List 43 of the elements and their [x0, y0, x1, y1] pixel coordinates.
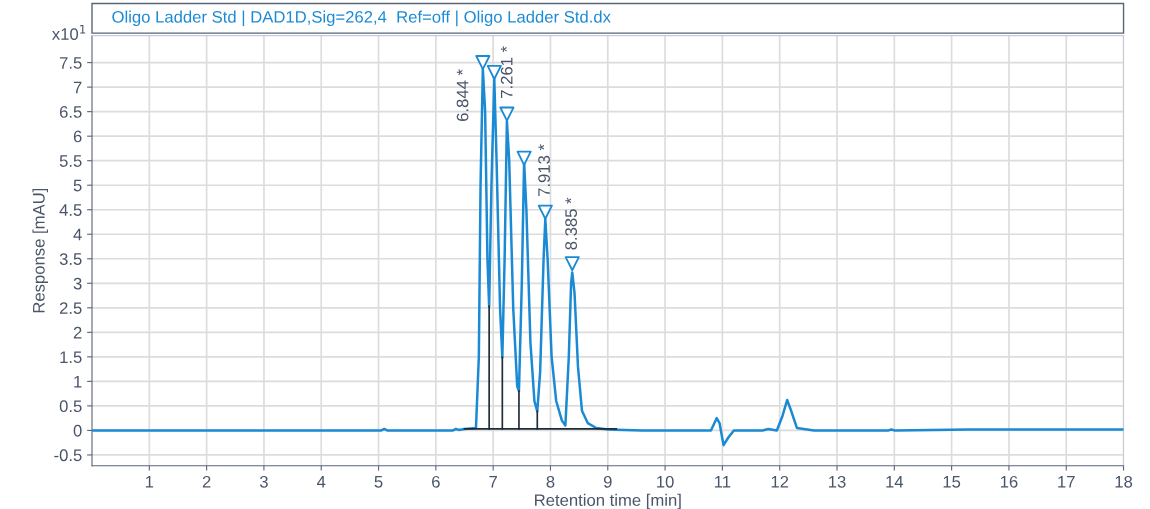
y-tick-label: 7 [73, 81, 82, 94]
x-tick-label: 7 [489, 476, 497, 488]
y-tick-label: 6.5 [59, 106, 82, 118]
y-tick-label: 4.5 [59, 204, 82, 216]
annotation: 7.261 * [500, 46, 513, 98]
y-axis-title: Response [mAU] [32, 188, 49, 313]
y-tick-label: 5 [73, 179, 82, 192]
y-tick-label: 1 [74, 375, 82, 388]
y-tick-label: 7.5 [59, 57, 82, 69]
annotation: 6.844 * [456, 69, 469, 121]
x-tick-label: 3 [259, 475, 268, 488]
x-tick-label: 17 [1058, 476, 1075, 488]
y-tick-label: 1.5 [60, 351, 82, 364]
y-tick-label: 0.5 [59, 400, 82, 413]
x-tick-label: 14 [886, 476, 904, 488]
y-tick-label: 2.5 [59, 302, 82, 315]
x-tick-label: 13 [829, 475, 846, 488]
x-tick-label: 6 [432, 475, 440, 488]
x-tick-label: 18 [1115, 475, 1133, 488]
x-axis-title: Retention time [min] [535, 493, 681, 509]
annotation: 7.913 * [538, 144, 550, 196]
y-tick-label: 6 [73, 130, 82, 143]
x-tick-label: 5 [374, 476, 383, 488]
y-tick-label: 0 [73, 424, 82, 437]
x-tick-label: 4 [316, 476, 326, 488]
y-tick-label: 5.5 [59, 155, 82, 167]
y-tick-label: 3 [73, 277, 82, 290]
x-tick-label: 8 [546, 475, 555, 488]
text: x10$^{1}$ [52, 24, 86, 40]
x-tick-label: 15 [943, 476, 961, 488]
chart-title: Oligo Ladder Std | DAD1D,Sig=262,4 Ref=off | Oligo Ladder Std.dx [112, 10, 611, 27]
x-tick-label: 11 [715, 476, 731, 488]
x-tick-label: 16 [1000, 475, 1018, 488]
x-tick-label: 9 [603, 475, 612, 488]
y-tick-label: 2 [73, 326, 82, 339]
x-tick-label: 10 [657, 475, 674, 488]
y-tick-label: 4 [73, 228, 82, 241]
x-tick-label: 1 [145, 476, 154, 488]
y-tick-label: -0.5 [54, 449, 82, 462]
y-tick-label: 3.5 [59, 253, 82, 265]
x-tick-label: 12 [771, 475, 789, 488]
annotation: 8.385 * [565, 197, 577, 250]
x-tick-label: 2 [202, 475, 211, 488]
